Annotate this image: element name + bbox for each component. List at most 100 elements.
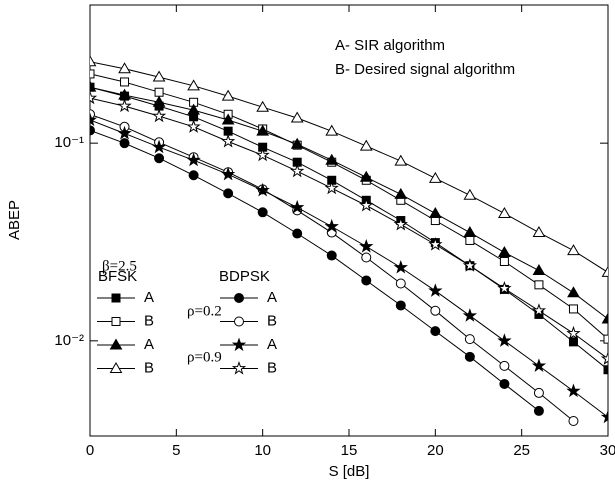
marker	[255, 147, 270, 162]
marker	[568, 337, 578, 347]
marker	[119, 138, 130, 149]
marker	[221, 113, 235, 125]
legend-param: ρ=0.2	[187, 303, 222, 319]
marker	[497, 333, 512, 347]
marker	[428, 283, 443, 297]
marker	[234, 316, 244, 327]
marker	[90, 55, 97, 67]
marker	[231, 360, 247, 375]
legend-label: A	[267, 289, 277, 306]
marker	[187, 103, 200, 115]
marker	[90, 112, 98, 127]
x-tick-label: 0	[86, 442, 94, 459]
marker	[395, 278, 406, 289]
marker	[90, 90, 98, 105]
x-tick-label: 15	[341, 442, 358, 459]
marker	[187, 79, 200, 91]
marker	[428, 237, 443, 251]
marker	[566, 383, 581, 398]
marker	[463, 226, 477, 238]
marker	[118, 62, 131, 74]
marker	[534, 280, 544, 290]
marker	[603, 334, 608, 344]
marker	[256, 124, 270, 136]
marker	[90, 125, 95, 136]
marker	[154, 87, 164, 97]
legend-label: A	[144, 336, 154, 353]
marker	[152, 95, 166, 107]
marker	[395, 300, 406, 311]
marker	[532, 263, 546, 275]
marker	[186, 152, 201, 167]
marker	[464, 334, 475, 345]
marker	[462, 258, 478, 272]
marker	[430, 305, 441, 316]
annotation: A- SIR algorithm	[335, 37, 445, 54]
marker	[533, 387, 544, 398]
marker	[462, 308, 478, 322]
marker	[120, 77, 130, 87]
marker	[394, 187, 408, 199]
x-tick-label: 20	[427, 442, 444, 459]
legend-label: A	[267, 336, 277, 353]
marker	[499, 256, 509, 266]
legend-label: B	[267, 312, 277, 329]
x-tick-label: 5	[172, 442, 180, 459]
marker	[603, 365, 608, 375]
marker	[154, 153, 165, 164]
marker	[498, 206, 511, 218]
legend-label: A	[144, 289, 154, 306]
marker	[111, 317, 121, 326]
marker	[324, 180, 339, 195]
marker	[566, 325, 581, 340]
marker	[464, 351, 475, 362]
marker	[186, 119, 201, 133]
marker	[394, 154, 408, 166]
marker	[499, 378, 510, 389]
marker	[292, 228, 303, 239]
legend-label: B	[267, 359, 277, 376]
legend-label: B	[144, 359, 154, 376]
series-line	[90, 119, 608, 418]
marker	[117, 98, 132, 113]
marker	[393, 259, 408, 274]
marker	[90, 80, 97, 92]
marker	[361, 252, 372, 263]
marker	[151, 108, 167, 123]
plot-area	[90, 55, 608, 427]
annotation: B- Desired signal algorithm	[335, 61, 515, 78]
marker	[256, 100, 270, 112]
series-line	[90, 61, 608, 273]
marker	[290, 111, 304, 123]
marker	[532, 226, 546, 238]
series-line	[90, 129, 540, 412]
legend-label: B	[144, 312, 154, 329]
marker	[220, 133, 236, 148]
series-line	[90, 86, 608, 371]
marker	[568, 416, 579, 427]
marker	[531, 358, 547, 372]
legend-group: BFSK	[98, 268, 137, 285]
series-line	[90, 73, 608, 340]
marker	[90, 69, 95, 79]
series-line	[90, 86, 608, 320]
marker	[231, 337, 247, 352]
marker	[359, 139, 373, 151]
marker	[290, 137, 304, 149]
marker	[359, 238, 374, 253]
marker	[600, 409, 608, 424]
x-axis-label: S [dB]	[329, 463, 370, 480]
x-tick-label: 10	[254, 442, 271, 459]
x-tick-label: 25	[513, 442, 530, 459]
marker	[151, 139, 167, 154]
marker	[359, 170, 373, 182]
x-tick-label: 30	[600, 442, 615, 459]
marker	[325, 124, 339, 136]
marker	[117, 125, 132, 140]
marker	[463, 188, 477, 200]
series-line	[90, 97, 608, 360]
marker	[465, 235, 475, 245]
marker	[359, 197, 374, 212]
marker	[325, 153, 339, 165]
marker	[567, 286, 580, 298]
